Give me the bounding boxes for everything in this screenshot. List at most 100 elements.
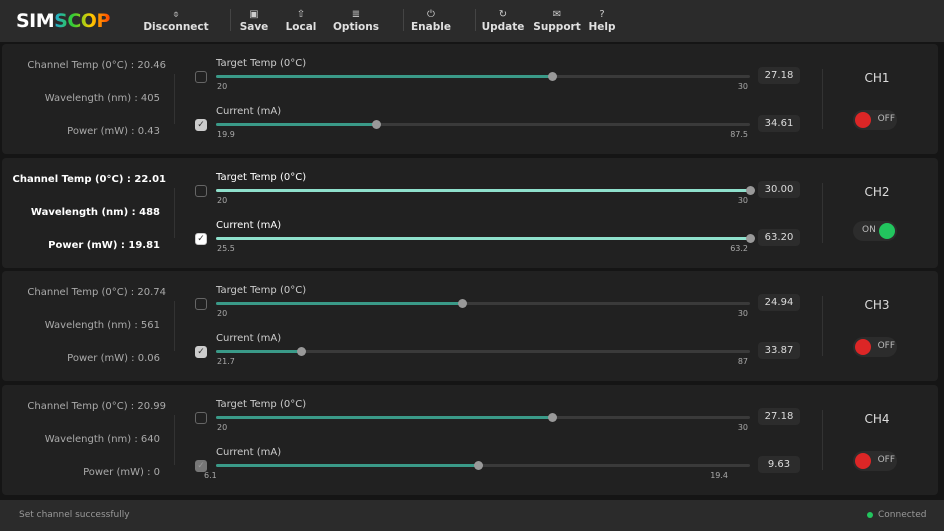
current-slider[interactable] bbox=[216, 347, 750, 356]
toggle-knob-icon bbox=[855, 453, 871, 469]
wavelength: Wavelength (nm) : 405 bbox=[44, 93, 160, 104]
current-max: 63.2 bbox=[730, 244, 748, 253]
channel-power-toggle[interactable]: ON bbox=[853, 221, 897, 241]
target-checkbox[interactable] bbox=[195, 298, 207, 310]
current-checkbox[interactable]: ✓ bbox=[195, 460, 207, 472]
target-checkbox[interactable] bbox=[195, 185, 207, 197]
refresh-icon: ↻ bbox=[498, 9, 508, 20]
slider-fill bbox=[216, 350, 302, 353]
target-value-input[interactable]: 27.18 bbox=[758, 67, 800, 84]
divider bbox=[822, 410, 823, 470]
slider-handle[interactable] bbox=[746, 186, 755, 195]
target-label: Target Temp (0°C) bbox=[216, 285, 307, 296]
toolbar-local-button[interactable]: ⇧ Local bbox=[286, 9, 317, 33]
slider-fill bbox=[216, 123, 377, 126]
target-min: 20 bbox=[217, 309, 228, 318]
current-checkbox[interactable]: ✓ bbox=[195, 119, 207, 131]
divider bbox=[174, 301, 175, 351]
toolbar: SIMSCOP ⌽ Disconnect ▣ Save ⇧ Local ≣ Options ⏻ E… bbox=[0, 0, 944, 42]
current-min: 25.5 bbox=[217, 244, 235, 253]
current-label: Current (mA) bbox=[216, 333, 282, 344]
channel-panel-ch1: Channel Temp (0°C) : 20.46 Wavelength (n… bbox=[2, 44, 938, 154]
slider-handle[interactable] bbox=[473, 461, 483, 470]
slider-fill bbox=[216, 75, 553, 78]
power-icon: ⏻ bbox=[427, 9, 435, 20]
channel-name: CH1 bbox=[864, 71, 890, 85]
target-checkbox[interactable] bbox=[195, 71, 207, 83]
channel-name: CH4 bbox=[864, 412, 890, 426]
divider bbox=[822, 183, 823, 243]
current-value-input[interactable]: 63.20 bbox=[758, 229, 800, 246]
toolbar-label: Options bbox=[333, 21, 379, 33]
upload-icon: ⇧ bbox=[296, 9, 306, 20]
current-slider[interactable] bbox=[216, 234, 755, 243]
current-slider[interactable] bbox=[216, 461, 750, 470]
current-max: 87.5 bbox=[730, 130, 748, 139]
toolbar-label: Update bbox=[481, 21, 525, 33]
channel-power-toggle[interactable]: OFF bbox=[853, 337, 897, 357]
target-value-input[interactable]: 24.94 bbox=[758, 294, 800, 311]
divider bbox=[174, 415, 175, 465]
slider-handle[interactable] bbox=[372, 120, 382, 129]
toggle-knob-icon bbox=[855, 339, 871, 355]
target-slider[interactable] bbox=[216, 299, 750, 308]
channel-temp: Channel Temp (0°C) : 20.99 bbox=[27, 401, 166, 412]
target-max: 30 bbox=[737, 423, 748, 432]
toolbar-options-button[interactable]: ≣ Options bbox=[333, 9, 379, 33]
current-checkbox[interactable]: ✓ bbox=[195, 346, 207, 358]
slider-fill bbox=[216, 464, 478, 467]
target-slider[interactable] bbox=[216, 413, 750, 422]
toggle-label: OFF bbox=[877, 341, 895, 351]
target-max: 30 bbox=[737, 82, 748, 91]
wavelength: Wavelength (nm) : 640 bbox=[44, 434, 160, 445]
list-icon: ≣ bbox=[351, 9, 361, 20]
slider-handle[interactable] bbox=[746, 234, 755, 243]
target-slider[interactable] bbox=[216, 72, 750, 81]
current-value-input[interactable]: 33.87 bbox=[758, 342, 800, 359]
toolbar-divider bbox=[475, 9, 476, 31]
current-min: 6.1 bbox=[204, 471, 217, 480]
connected-dot-icon bbox=[867, 512, 873, 518]
divider bbox=[174, 74, 175, 124]
divider bbox=[822, 296, 823, 356]
channel-temp: Channel Temp (0°C) : 20.46 bbox=[27, 60, 166, 71]
target-value-input[interactable]: 30.00 bbox=[758, 181, 800, 198]
toolbar-save-button[interactable]: ▣ Save bbox=[240, 9, 269, 33]
toolbar-divider bbox=[230, 9, 231, 31]
channel-temp: Channel Temp (0°C) : 20.74 bbox=[27, 287, 166, 298]
simscop-logo: SIMSCOP bbox=[16, 10, 110, 32]
slider-handle[interactable] bbox=[548, 72, 558, 81]
toggle-label: OFF bbox=[877, 114, 895, 124]
slider-handle[interactable] bbox=[457, 299, 467, 308]
toolbar-label: Disconnect bbox=[143, 21, 209, 33]
channel-power-toggle[interactable]: OFF bbox=[853, 110, 897, 130]
toolbar-enable-button[interactable]: ⏻ Enable bbox=[411, 9, 451, 33]
target-label: Target Temp (0°C) bbox=[216, 172, 307, 183]
toolbar-update-button[interactable]: ↻ Update bbox=[482, 9, 525, 33]
toolbar-label: Save bbox=[239, 21, 269, 33]
target-slider[interactable] bbox=[216, 186, 755, 195]
save-icon: ▣ bbox=[249, 9, 259, 20]
current-value-input[interactable]: 9.63 bbox=[758, 456, 800, 473]
target-checkbox[interactable] bbox=[195, 412, 207, 424]
toggle-knob-icon bbox=[879, 223, 895, 239]
channel-panel-ch4: Channel Temp (0°C) : 20.99 Wavelength (n… bbox=[2, 385, 938, 495]
toolbar-label: Support bbox=[533, 21, 581, 33]
channel-temp: Channel Temp (0°C) : 22.01 bbox=[12, 174, 166, 185]
target-value-input[interactable]: 27.18 bbox=[758, 408, 800, 425]
toolbar-help-button[interactable]: ? Help bbox=[588, 9, 615, 33]
power: Power (mW) : 0.43 bbox=[67, 126, 160, 137]
channel-power-toggle[interactable]: OFF bbox=[853, 451, 897, 471]
toolbar-support-button[interactable]: ✉ Support bbox=[533, 9, 580, 33]
current-checkbox[interactable]: ✓ bbox=[195, 233, 207, 245]
current-value-input[interactable]: 34.61 bbox=[758, 115, 800, 132]
plug-icon: ⌽ bbox=[172, 9, 179, 20]
channel-name: CH2 bbox=[864, 185, 890, 199]
slider-handle[interactable] bbox=[297, 347, 307, 356]
divider bbox=[174, 188, 175, 238]
toolbar-disconnect-button[interactable]: ⌽ Disconnect bbox=[143, 9, 208, 33]
slider-handle[interactable] bbox=[548, 413, 558, 422]
current-slider[interactable] bbox=[216, 120, 750, 129]
target-label: Target Temp (0°C) bbox=[216, 58, 307, 69]
channel-panel-ch2: Channel Temp (0°C) : 22.01 Wavelength (n… bbox=[2, 158, 938, 268]
